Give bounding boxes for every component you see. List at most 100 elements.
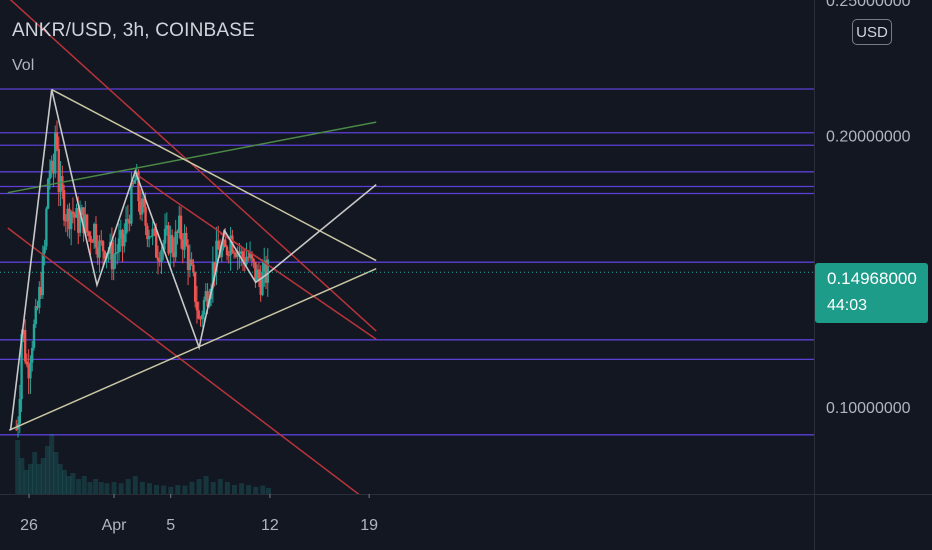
- candle-up: [211, 261, 215, 289]
- candle-down: [206, 291, 209, 307]
- last-price-badge: 0.14968000 44:03: [815, 263, 928, 323]
- candle-down: [77, 207, 80, 233]
- volume-bar: [76, 479, 82, 494]
- candle-up: [119, 230, 122, 239]
- time-axis-tick-label: 26: [20, 517, 38, 534]
- volume-bar: [203, 476, 209, 494]
- candle-up: [261, 271, 264, 295]
- candle-up: [240, 251, 243, 255]
- candle-down: [247, 256, 250, 258]
- volume-bar: [189, 482, 195, 494]
- volume-bar: [53, 452, 59, 494]
- volume-bar: [57, 464, 63, 494]
- volume-bar: [139, 482, 145, 494]
- candle-up: [245, 256, 248, 265]
- candle-down: [195, 301, 199, 311]
- volume-bar: [217, 479, 223, 494]
- candle-down: [61, 176, 64, 191]
- candle-up: [183, 232, 186, 250]
- candle-down: [137, 172, 140, 202]
- candle-up: [69, 211, 73, 230]
- volume-bar: [81, 476, 87, 494]
- candle-up: [236, 251, 239, 257]
- candle-up: [165, 225, 169, 229]
- trend-line: [7, 227, 360, 494]
- trend-line: [8, 268, 377, 431]
- volume-bar: [168, 486, 174, 494]
- candle-down: [128, 220, 131, 224]
- volume-bar: [231, 485, 237, 494]
- candle-up: [59, 176, 62, 193]
- candle-down: [87, 231, 91, 237]
- candle-down: [25, 361, 29, 365]
- time-axis-tick-label: Apr: [102, 517, 128, 534]
- trend-line: [9, 0, 377, 332]
- volume-bar: [44, 446, 50, 494]
- volume-bar: [175, 485, 181, 494]
- candle-up: [147, 236, 151, 240]
- candle-up: [18, 399, 22, 424]
- volume-indicator-label[interactable]: Vol: [12, 57, 35, 74]
- candle-down: [252, 258, 255, 262]
- candle-down: [167, 225, 170, 254]
- volume-bar: [154, 485, 160, 494]
- candle-down: [213, 261, 216, 273]
- candle-down: [100, 240, 103, 242]
- wave-pattern-line: [9, 89, 377, 431]
- candle-down: [216, 240, 220, 250]
- candle-up: [255, 269, 259, 281]
- volume-bar: [260, 485, 266, 494]
- candle-down: [142, 198, 145, 208]
- price-axis-tick-label: 0.25000000: [826, 0, 911, 10]
- candle-up: [124, 219, 128, 235]
- candle-down: [179, 215, 183, 240]
- currency-button[interactable]: USD: [852, 19, 892, 45]
- candle-up: [116, 252, 119, 254]
- volume-bar: [87, 482, 93, 494]
- trend-line: [7, 121, 377, 194]
- candle-up: [160, 250, 163, 263]
- candle-down: [144, 207, 147, 226]
- last-price-value: 0.14968000: [827, 269, 917, 288]
- candle-up: [222, 239, 225, 249]
- volume-bar: [253, 486, 259, 494]
- candle-down: [103, 251, 107, 259]
- candle-down: [121, 230, 124, 247]
- candle-up: [84, 214, 87, 234]
- candle-down: [62, 190, 66, 221]
- volume-bar: [161, 485, 167, 494]
- volume-bar: [98, 482, 104, 494]
- volume-bar: [19, 458, 25, 494]
- candle-up: [130, 182, 133, 224]
- volume-bar: [246, 485, 252, 494]
- symbol-title[interactable]: ANKR/USD, 3h, COINBASE: [12, 20, 256, 41]
- volume-bar: [125, 479, 131, 494]
- candle-up: [169, 235, 172, 254]
- volume-bar: [49, 434, 55, 494]
- candle-up: [93, 223, 96, 243]
- time-axis-tick-label: 5: [166, 517, 175, 534]
- trend-line: [219, 232, 264, 262]
- candle-down: [101, 241, 105, 252]
- candle-up: [215, 240, 218, 273]
- candle-down: [264, 260, 268, 283]
- candle-down: [185, 232, 188, 246]
- candle-up: [46, 178, 50, 209]
- candle-down: [153, 228, 156, 230]
- candle-down: [225, 246, 229, 256]
- candle-down: [71, 211, 75, 214]
- candle-down: [186, 245, 190, 271]
- time-axis-tick-label: 19: [360, 517, 378, 534]
- candle-up: [78, 214, 82, 233]
- candle-down: [257, 269, 261, 279]
- candle-up: [220, 248, 223, 257]
- candle-down: [94, 223, 98, 248]
- candle-up: [112, 254, 115, 270]
- candle-down: [158, 260, 161, 263]
- candle-down: [232, 252, 236, 254]
- price-axis-tick-label: 0.10000000: [826, 400, 911, 417]
- candle-down: [172, 252, 176, 258]
- trend-line: [51, 88, 377, 262]
